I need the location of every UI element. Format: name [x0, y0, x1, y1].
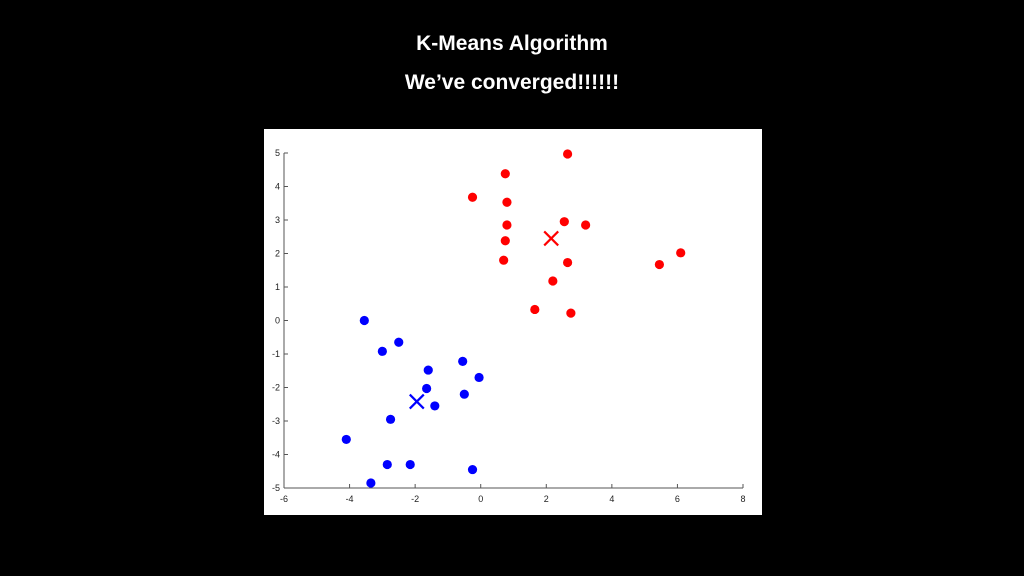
centroid-marker	[409, 393, 425, 410]
data-point	[385, 414, 396, 424]
data-point	[654, 259, 664, 270]
data-point	[500, 169, 510, 179]
y-tick-label: 0	[275, 316, 280, 326]
data-point	[562, 257, 573, 268]
data-point	[382, 459, 392, 470]
data-point	[377, 346, 387, 356]
y-tick-label: -4	[272, 450, 280, 460]
data-point	[405, 459, 415, 470]
cluster-2	[341, 315, 484, 488]
data-point	[458, 356, 468, 366]
data-point	[566, 308, 576, 318]
data-point	[474, 372, 484, 383]
data-point	[359, 315, 369, 326]
data-point	[548, 276, 558, 286]
plot-background	[264, 129, 762, 515]
axes: -6 -4 -2 0 2 4 6 8 -5 -4 -3 -2 -1 0 1 2 3 4 5	[272, 148, 746, 504]
x-tick-label: 6	[675, 494, 680, 504]
y-tick-label: -3	[272, 416, 280, 426]
data-point	[502, 220, 512, 230]
x-tick-label: -6	[280, 494, 288, 504]
data-point	[341, 434, 351, 445]
data-point	[559, 217, 569, 227]
x-tick-label: -2	[411, 494, 419, 504]
data-point	[459, 389, 469, 399]
slide-title: K-Means Algorithm	[416, 32, 608, 55]
data-point	[430, 401, 440, 411]
y-tick-label: 4	[275, 182, 280, 192]
y-tick-label: -1	[272, 349, 280, 359]
data-point	[423, 365, 433, 375]
y-tick-label: -5	[272, 483, 280, 493]
cluster-1	[467, 149, 686, 318]
data-point	[422, 383, 432, 394]
data-point	[467, 464, 478, 475]
data-point	[467, 192, 478, 202]
centroid-stroke	[409, 393, 425, 410]
x-tick-label: 2	[544, 494, 549, 504]
data-point	[499, 255, 509, 265]
y-tick-label: 2	[275, 249, 280, 259]
centroid-stroke	[543, 230, 559, 247]
data-point	[502, 197, 512, 207]
x-tick-label: 0	[478, 494, 483, 504]
data-point	[366, 478, 376, 488]
y-tick-label: 5	[275, 148, 280, 158]
x-tick-label: -4	[346, 494, 354, 504]
data-point	[562, 149, 573, 159]
data-point	[676, 248, 686, 258]
centroid-marker	[543, 230, 559, 247]
data-point	[500, 236, 510, 246]
data-points	[341, 149, 686, 488]
y-tick-label: 1	[275, 282, 280, 292]
x-tick-label: 8	[740, 494, 745, 504]
data-point	[394, 337, 404, 347]
x-tick-label: 4	[609, 494, 614, 504]
slide-subtitle: We’ve converged!!!!!!	[404, 71, 620, 94]
data-point	[581, 220, 591, 230]
y-tick-label: -2	[272, 383, 280, 393]
y-tick-label: 3	[275, 215, 280, 225]
data-point	[530, 304, 540, 315]
scatter-plot: -6 -4 -2 0 2 4 6 8 -5 -4 -3 -2 -1 0 1 2 3 4 5	[264, 129, 762, 515]
